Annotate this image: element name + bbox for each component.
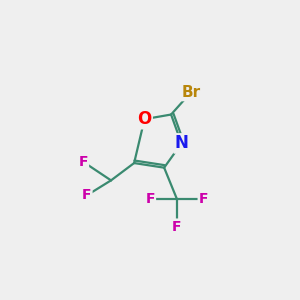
Text: N: N <box>175 134 188 152</box>
Text: Br: Br <box>181 85 200 100</box>
Text: O: O <box>137 110 152 128</box>
Text: F: F <box>146 192 155 206</box>
Text: F: F <box>172 220 182 234</box>
Text: F: F <box>79 155 88 169</box>
Text: F: F <box>199 192 208 206</box>
Text: F: F <box>82 188 92 203</box>
